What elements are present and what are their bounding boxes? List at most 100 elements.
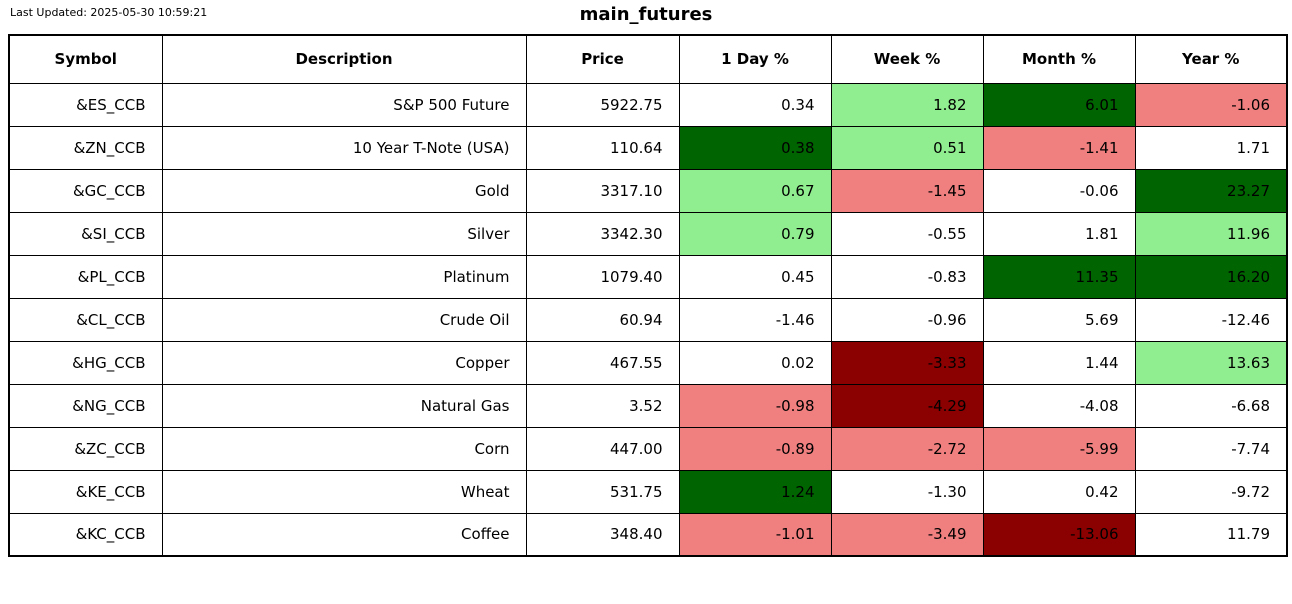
- pct-cell: 1.82: [830, 82, 984, 127]
- pct-cell: -4.29: [830, 383, 984, 428]
- pct-cell: 5.69: [982, 297, 1136, 342]
- symbol-cell: &NG_CCB: [8, 383, 163, 428]
- price-cell: 447.00: [525, 426, 680, 471]
- pct-cell: 11.35: [982, 254, 1136, 299]
- price-cell: 1079.40: [525, 254, 680, 299]
- futures-table-header: Symbol Description Price 1 Day % Week % Month…: [8, 34, 1288, 84]
- price-cell: 348.40: [525, 512, 680, 557]
- pct-cell: 1.71: [1134, 125, 1288, 170]
- description-cell: Silver: [161, 211, 527, 256]
- pct-cell: -4.08: [982, 383, 1136, 428]
- column-header-month: Month %: [982, 34, 1136, 84]
- description-cell: Crude Oil: [161, 297, 527, 342]
- pct-cell: -13.06: [982, 512, 1136, 557]
- pct-cell: -1.06: [1134, 82, 1288, 127]
- price-cell: 531.75: [525, 469, 680, 514]
- pct-cell: 0.02: [678, 340, 832, 385]
- pct-cell: -0.83: [830, 254, 984, 299]
- pct-cell: -9.72: [1134, 469, 1288, 514]
- last-updated-timestamp: Last Updated: 2025-05-30 10:59:21: [10, 6, 208, 19]
- description-cell: Copper: [161, 340, 527, 385]
- price-cell: 3342.30: [525, 211, 680, 256]
- price-cell: 467.55: [525, 340, 680, 385]
- description-cell: S&P 500 Future: [161, 82, 527, 127]
- pct-cell: 0.42: [982, 469, 1136, 514]
- description-cell: Natural Gas: [161, 383, 527, 428]
- pct-cell: -2.72: [830, 426, 984, 471]
- pct-cell: 6.01: [982, 82, 1136, 127]
- pct-cell: 0.67: [678, 168, 832, 213]
- pct-cell: -0.55: [830, 211, 984, 256]
- pct-cell: -6.68: [1134, 383, 1288, 428]
- symbol-cell: &ZN_CCB: [8, 125, 163, 170]
- symbol-cell: &ZC_CCB: [8, 426, 163, 471]
- pct-cell: -0.98: [678, 383, 832, 428]
- price-cell: 3317.10: [525, 168, 680, 213]
- column-header-year: Year %: [1134, 34, 1288, 84]
- pct-cell: -5.99: [982, 426, 1136, 471]
- symbol-cell: &KE_CCB: [8, 469, 163, 514]
- table-row: &GC_CCB Gold 3317.10 0.67 -1.45 -0.06 23.27: [8, 168, 1288, 213]
- table-row: &CL_CCB Crude Oil 60.94 -1.46 -0.96 5.69 -12.4…: [8, 297, 1288, 342]
- price-cell: 5922.75: [525, 82, 680, 127]
- table-row: &ZC_CCB Corn 447.00 -0.89 -2.72 -5.99 -7.74: [8, 426, 1288, 471]
- header-row: Symbol Description Price 1 Day % Week % Month…: [8, 34, 1288, 84]
- column-header-price: Price: [525, 34, 680, 84]
- pct-cell: -12.46: [1134, 297, 1288, 342]
- pct-cell: -7.74: [1134, 426, 1288, 471]
- pct-cell: 0.38: [678, 125, 832, 170]
- pct-cell: 0.51: [830, 125, 984, 170]
- table-row: &PL_CCB Platinum 1079.40 0.45 -0.83 11.35 16.2…: [8, 254, 1288, 299]
- pct-cell: 1.81: [982, 211, 1136, 256]
- pct-cell: 0.34: [678, 82, 832, 127]
- table-row: &ES_CCB S&P 500 Future 5922.75 0.34 1.82 6.01…: [8, 82, 1288, 127]
- pct-cell: 13.63: [1134, 340, 1288, 385]
- description-cell: Gold: [161, 168, 527, 213]
- column-header-week: Week %: [830, 34, 984, 84]
- table-row: &SI_CCB Silver 3342.30 0.79 -0.55 1.81 11.96: [8, 211, 1288, 256]
- column-header-1-day: 1 Day %: [678, 34, 832, 84]
- description-cell: Wheat: [161, 469, 527, 514]
- column-header-symbol: Symbol: [8, 34, 163, 84]
- table-row: &NG_CCB Natural Gas 3.52 -0.98 -4.29 -4.08 -6.…: [8, 383, 1288, 428]
- description-cell: 10 Year T-Note (USA): [161, 125, 527, 170]
- pct-cell: -1.30: [830, 469, 984, 514]
- description-cell: Corn: [161, 426, 527, 471]
- price-cell: 60.94: [525, 297, 680, 342]
- pct-cell: -1.41: [982, 125, 1136, 170]
- futures-table: Symbol Description Price 1 Day % Week % Month…: [8, 34, 1288, 557]
- price-cell: 3.52: [525, 383, 680, 428]
- pct-cell: -3.49: [830, 512, 984, 557]
- top-bar: Last Updated: 2025-05-30 10:59:21 main_f…: [0, 0, 1292, 34]
- price-cell: 110.64: [525, 125, 680, 170]
- symbol-cell: &SI_CCB: [8, 211, 163, 256]
- pct-cell: -1.01: [678, 512, 832, 557]
- page-title: main_futures: [579, 4, 713, 25]
- symbol-cell: &ES_CCB: [8, 82, 163, 127]
- pct-cell: -0.89: [678, 426, 832, 471]
- table-row: &KE_CCB Wheat 531.75 1.24 -1.30 0.42 -9.72: [8, 469, 1288, 514]
- pct-cell: 0.45: [678, 254, 832, 299]
- symbol-cell: &PL_CCB: [8, 254, 163, 299]
- pct-cell: -1.46: [678, 297, 832, 342]
- futures-table-body: &ES_CCB S&P 500 Future 5922.75 0.34 1.82 6.01…: [8, 82, 1288, 557]
- pct-cell: 1.44: [982, 340, 1136, 385]
- pct-cell: 11.79: [1134, 512, 1288, 557]
- pct-cell: 0.79: [678, 211, 832, 256]
- description-cell: Platinum: [161, 254, 527, 299]
- pct-cell: -0.96: [830, 297, 984, 342]
- pct-cell: 11.96: [1134, 211, 1288, 256]
- column-header-description: Description: [161, 34, 527, 84]
- pct-cell: 1.24: [678, 469, 832, 514]
- pct-cell: 16.20: [1134, 254, 1288, 299]
- pct-cell: -3.33: [830, 340, 984, 385]
- pct-cell: 23.27: [1134, 168, 1288, 213]
- description-cell: Coffee: [161, 512, 527, 557]
- table-row: &HG_CCB Copper 467.55 0.02 -3.33 1.44 13.63: [8, 340, 1288, 385]
- pct-cell: -1.45: [830, 168, 984, 213]
- symbol-cell: &KC_CCB: [8, 512, 163, 557]
- table-row: &KC_CCB Coffee 348.40 -1.01 -3.49 -13.06 11.79: [8, 512, 1288, 557]
- pct-cell: -0.06: [982, 168, 1136, 213]
- symbol-cell: &CL_CCB: [8, 297, 163, 342]
- symbol-cell: &HG_CCB: [8, 340, 163, 385]
